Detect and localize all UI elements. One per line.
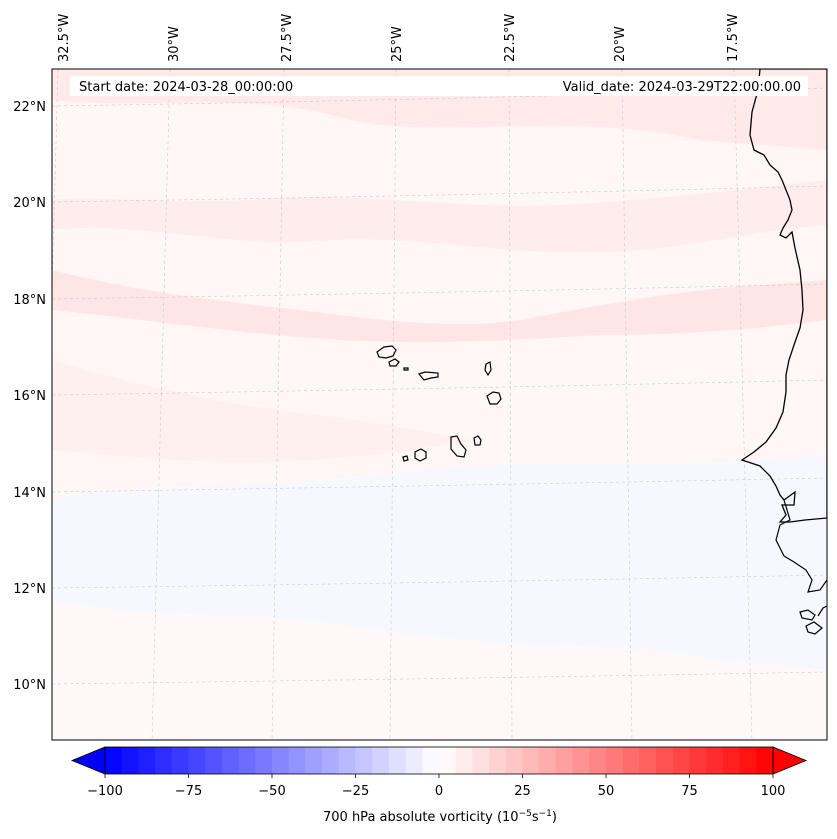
colorbar-tick-label: 0 [435,784,443,799]
colorbar-cell [355,747,373,774]
valid-date-label: Valid_date: 2024-03-29T22:00:00.00 [563,80,801,95]
island-fogo [414,448,427,462]
colorbar-title: 700 hPa absolute vorticity (10−5s−1) [323,809,557,825]
colorbar-extend-max [772,746,808,775]
colorbar-tick-label: −50 [258,784,285,799]
colorbar-cell [522,747,540,774]
lat-label-18n: 18°N [13,293,46,308]
colorbar-cell [572,747,590,774]
colorbar-tick-label: 50 [598,784,615,799]
colorbar-tick-label: 75 [681,784,698,799]
colorbar-cell [656,747,674,774]
colorbar-cell [639,747,657,774]
colorbar-cell [138,747,156,774]
colorbar-cell [105,747,123,774]
lon-label-20w: 20°W [613,26,628,62]
vorticity-band-upper [52,180,827,253]
colorbar-cell [388,747,406,774]
lat-label-14n: 14°N [13,486,46,501]
colorbar-cell [722,747,740,774]
colorbar: −100 −75 −50 −25 0 25 50 75 100 700 hPa absolute… [70,746,808,825]
colorbar-cell [422,747,440,774]
colorbar-cell [606,747,624,774]
lat-label-20n: 20°N [13,196,46,211]
island-santo-antao [376,345,397,359]
colorbar-cell [505,747,523,774]
colorbar-cell [489,747,507,774]
colorbar-cell [472,747,490,774]
lat-label-16n: 16°N [13,389,46,404]
colorbar-cell [188,747,206,774]
colorbar-cell [555,747,573,774]
lon-label-22-5w: 22.5°W [503,14,518,62]
map-frame [51,68,828,741]
colorbar-tick-label: 25 [514,784,531,799]
colorbar-cell [672,747,690,774]
lon-label-25w: 25°W [390,26,405,62]
lon-label-30w: 30°W [167,26,182,62]
colorbar-extend-min [70,746,106,775]
colorbar-cell [539,747,557,774]
colorbar-cell [706,747,724,774]
lon-label-17-5w: 17.5°W [726,14,741,62]
colorbar-cell [405,747,423,774]
colorbar-cells [105,747,774,774]
colorbar-cell [205,747,223,774]
graticule [52,69,827,740]
lon-label-32-5w: 32.5°W [57,14,72,62]
start-date-label: Start date: 2024-03-28_00:00:00 [79,80,293,95]
latitude-labels: 22°N 20°N 18°N 16°N 14°N 12°N 10°N [13,100,46,693]
island-santiago [450,435,467,458]
colorbar-tick-label: 100 [761,784,786,799]
colorbar-cell [121,747,139,774]
colorbar-tick-label: −100 [87,784,123,799]
colorbar-cell [372,747,390,774]
island-sao-vicente [388,358,400,367]
colorbar-cell [305,747,323,774]
island-sao-nicolau [417,371,439,381]
cape-verde-islands [376,345,502,462]
lat-label-22n: 22°N [13,100,46,115]
vorticity-band-middle [52,270,827,343]
island-boa-vista [486,391,502,405]
colorbar-ticks: −100 −75 −50 −25 0 25 50 75 100 [87,774,785,799]
longitude-labels: 32.5°W 30°W 27.5°W 25°W 22.5°W 20°W 17.5… [57,14,741,62]
colorbar-cell [689,747,707,774]
colorbar-cell [171,747,189,774]
colorbar-cell [272,747,290,774]
colorbar-cell [622,747,640,774]
header-box [70,76,808,96]
colorbar-cell [455,747,473,774]
colorbar-cell [322,747,340,774]
lon-label-27-5w: 27.5°W [280,14,295,62]
colorbar-cell [238,747,256,774]
island-sal [484,361,492,377]
colorbar-tick-label: −25 [342,784,369,799]
vorticity-band-southwest [52,600,827,740]
island-brava [402,455,409,462]
colorbar-cell [221,747,239,774]
island-santa-luzia [403,367,409,371]
map-panel [52,69,827,740]
colorbar-cell [439,747,457,774]
colorbar-cell [288,747,306,774]
colorbar-cell [155,747,173,774]
lat-label-10n: 10°N [13,678,46,693]
lat-label-12n: 12°N [13,582,46,597]
vorticity-band-lower [52,360,470,463]
colorbar-cell [589,747,607,774]
african-coastline [740,69,827,523]
colorbar-tick-label: −75 [175,784,202,799]
colorbar-cell [739,747,757,774]
colorbar-cell [255,747,273,774]
colorbar-cell [756,747,774,774]
island-maio [473,435,482,446]
colorbar-cell [338,747,356,774]
senegal-gambia-coast [775,499,827,635]
